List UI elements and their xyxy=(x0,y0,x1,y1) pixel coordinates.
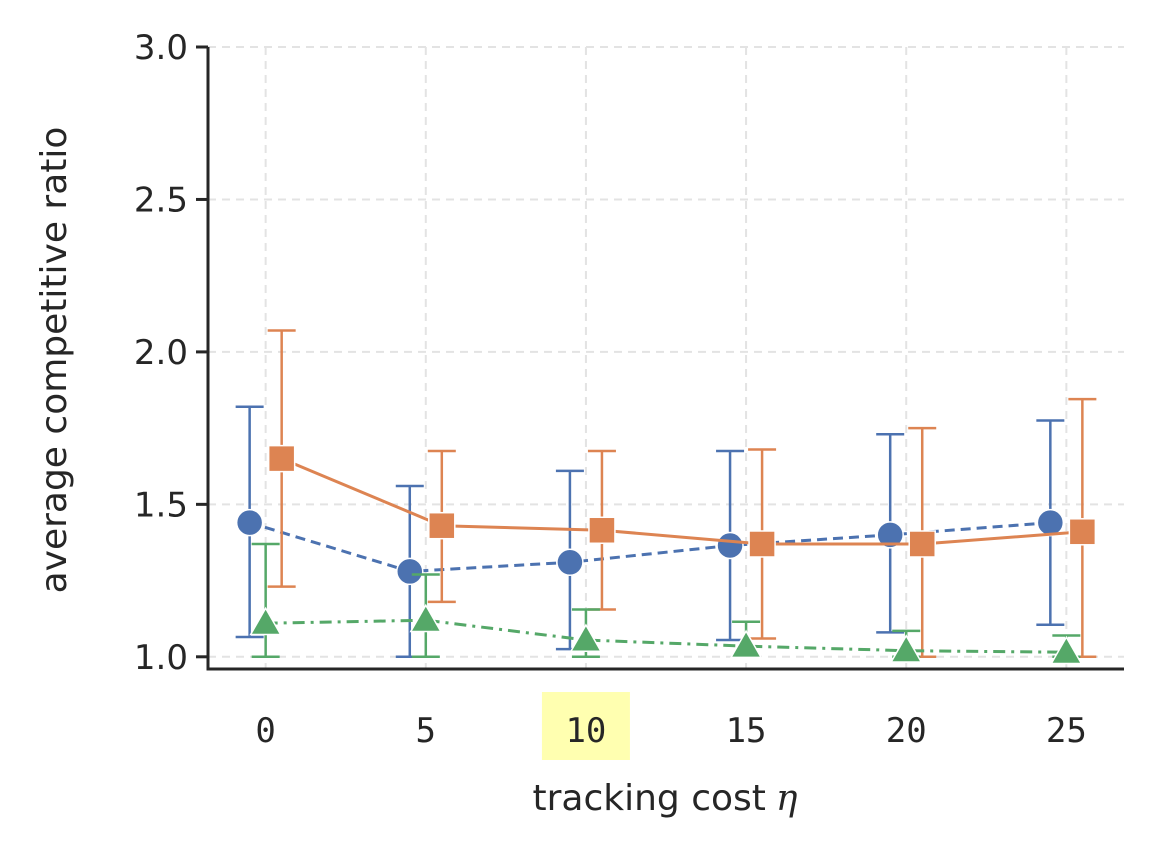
series-1-point-3 xyxy=(716,531,744,560)
series-1-point-0 xyxy=(235,508,264,537)
x-tick-label-4: 20 xyxy=(886,711,927,751)
series-1-point-1 xyxy=(396,557,424,586)
x-tick-label-0: 0 xyxy=(255,711,275,751)
series-3-point-5 xyxy=(1050,635,1083,665)
series-2-point-1 xyxy=(428,511,456,540)
series-1 xyxy=(235,405,1065,659)
x-tick-label-2: 10 xyxy=(565,711,606,751)
x-tick-label-1: 5 xyxy=(416,711,436,751)
y-tick-label-3: 2.5 xyxy=(134,180,188,220)
series-layer xyxy=(235,329,1097,665)
grid xyxy=(208,46,1124,669)
series-3-point-4 xyxy=(889,634,923,663)
series-2 xyxy=(267,329,1097,659)
series-1-point-2 xyxy=(556,548,584,577)
series-1-point-4 xyxy=(876,521,904,549)
highlight-layer xyxy=(541,692,630,760)
x-tick-label-3: 15 xyxy=(726,711,767,751)
series-2-point-3 xyxy=(748,530,776,558)
y-tick-label-2: 2.0 xyxy=(134,333,188,373)
x-axis-label: tracking cost η xyxy=(533,778,798,819)
x-axis-label-text: tracking cost xyxy=(533,778,766,819)
x-tick-label-5: 25 xyxy=(1046,711,1087,751)
series-3 xyxy=(249,542,1083,665)
y-axis-label: average competitive ratio xyxy=(34,127,75,594)
x-axis-label-symbol: η xyxy=(776,778,798,819)
series-1-point-5 xyxy=(1036,508,1065,537)
y-tick-label-1: 1.5 xyxy=(134,485,188,525)
series-3-point-0 xyxy=(249,606,282,636)
series-2-point-2 xyxy=(588,516,616,545)
series-3-line xyxy=(265,618,1067,654)
axes xyxy=(196,45,1124,671)
y-tick-label-0: 1.0 xyxy=(134,638,188,678)
series-3-point-1 xyxy=(409,603,443,633)
tick-labels: 1.0 1.5 2.0 2.5 3.0 0 5 10 15 20 25 xyxy=(134,28,1087,751)
series-2-point-4 xyxy=(908,530,936,558)
series-3-point-3 xyxy=(729,629,763,659)
series-3-point-2 xyxy=(569,623,603,653)
series-2-line xyxy=(281,457,1083,546)
series-2-point-5 xyxy=(1068,518,1097,546)
y-tick-label-4: 3.0 xyxy=(134,28,188,68)
series-2-point-0 xyxy=(267,444,296,473)
x-tick-highlight xyxy=(541,692,630,760)
